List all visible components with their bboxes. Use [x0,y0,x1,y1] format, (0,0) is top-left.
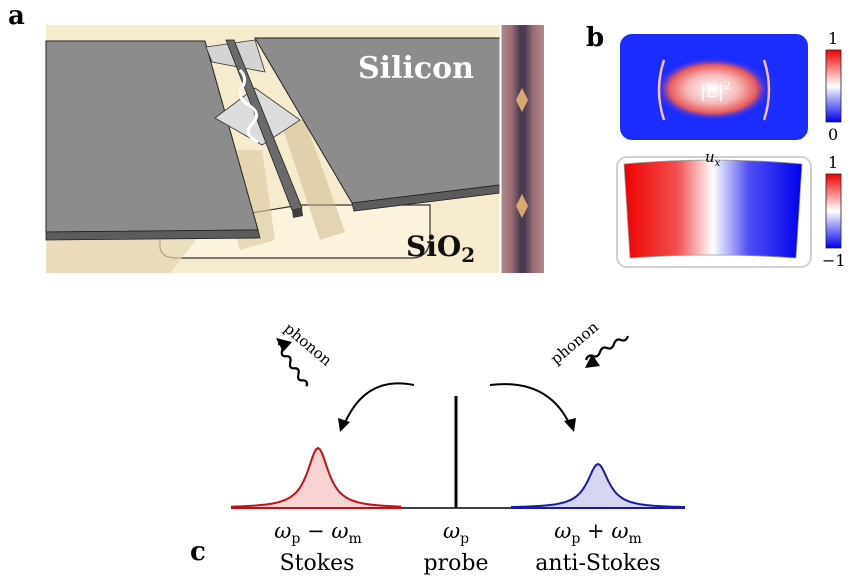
field-label-main: |E| [700,82,724,102]
colorbar-bottom-min: −1 [822,251,846,270]
panel-a-letter: a [8,1,25,31]
nanobeam-end [292,208,303,218]
antistokes-frequency: ωp + ωm [554,519,641,547]
curved-arrow-left [343,382,415,426]
panel-a: a Silicon SiO2 [8,1,544,273]
shadow [46,232,200,273]
field-bracket-left [657,59,666,121]
microscope-defect [516,194,528,218]
panel-b-letter: b [586,23,604,53]
panel-c-letter: c [190,537,206,567]
field-bracket-right [762,59,771,121]
label-sio2: SiO2 [406,230,475,267]
colorbar-top [825,49,842,123]
colorbar-bottom-max: 1 [828,153,838,172]
curved-arrow-left-head [338,418,350,432]
colorbar-top-max: 1 [828,29,838,48]
mech-label-main: u [705,148,715,166]
mech-displacement-map [623,159,803,259]
label-sio2-main: SiO [406,230,461,263]
panel-c: c phonon phonon ωp − ωm [190,318,685,576]
field-label-sup: 2 [724,79,731,92]
mech-label-sub: x [715,158,721,169]
field-label: |E|2 [700,79,731,102]
antistokes-label: anti-Stokes [535,551,660,576]
left-slab-edge [45,229,261,241]
stokes-peak [231,446,401,509]
curved-arrow-right-head [564,418,576,432]
colorbar-bottom [825,173,842,249]
probe-frequency: ωp [443,519,469,547]
microscope-image [501,25,544,273]
curved-arrow-right [489,383,571,426]
phonon-arrow-right-icon [584,335,630,368]
panel-b: b |E|2 1 0 ux 1 −1 [586,23,846,270]
antistokes-peak [511,462,685,509]
probe-label: probe [424,551,489,576]
colorbar-top-min: 0 [828,125,838,144]
microscope-defect [516,88,528,112]
photon-path-icon [238,68,259,144]
stokes-label: Stokes [280,551,355,576]
label-silicon: Silicon [358,51,474,86]
optical-field-hotspot [655,57,771,121]
phonon-arrow-left-icon [276,338,308,387]
label-sio2-sub: 2 [461,243,475,267]
shadow [280,120,345,240]
stokes-frequency: ωp − ωm [274,519,361,547]
mech-label: ux [705,148,721,169]
